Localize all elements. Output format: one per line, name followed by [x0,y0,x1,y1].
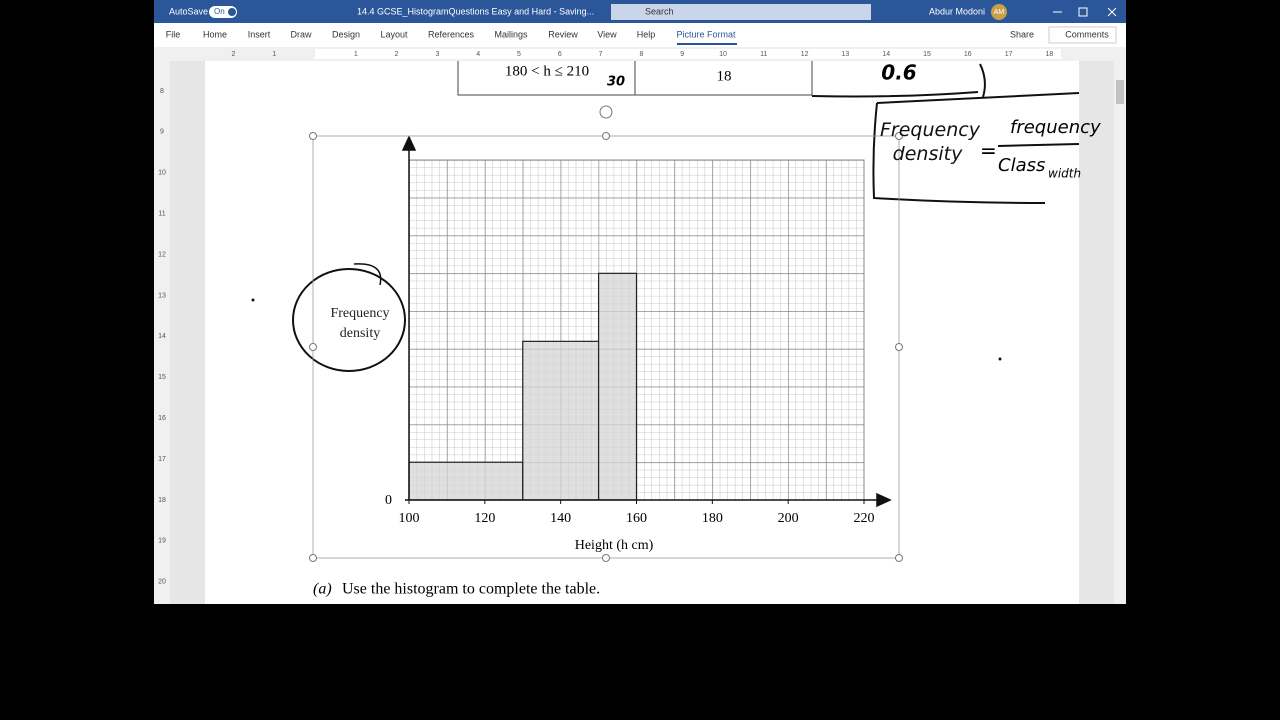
ink-strokes [811,63,986,98]
ruler-number: 18 [158,497,166,504]
ruler-number: 10 [719,51,727,58]
ribbon-tab[interactable]: Insert [248,29,271,39]
scroll-thumb[interactable] [1116,80,1124,104]
x-tick-label: 220 [854,511,875,526]
ruler-number: 16 [158,415,166,422]
ruler-number: 9 [680,51,684,58]
ruler-number: 16 [964,51,972,58]
ruler-number: 1 [354,51,358,58]
ruler-number: 15 [923,51,931,58]
selection-handles[interactable] [309,105,903,562]
ruler-number: 11 [760,51,767,58]
share[interactable]: Share [1010,29,1034,39]
comments-button[interactable] [1048,26,1117,44]
ribbon-tab[interactable]: Design [332,29,360,39]
ruler-number: 18 [1046,51,1054,58]
ruler-number: 9 [160,129,164,136]
ruler-number: 14 [882,51,890,58]
question-label: (a) [313,581,332,598]
ruler-number: 13 [158,292,166,299]
fraction-bar [997,143,1080,147]
x-tick-label: 100 [399,511,420,526]
ink-circle [292,268,406,372]
ruler-number: 17 [1005,51,1013,58]
search: Search [645,6,674,16]
ribbon-tab[interactable]: Picture Format [676,29,736,39]
scrollbar[interactable] [1114,61,1126,604]
ribbon-tab[interactable]: Draw [290,29,312,39]
ruler-number: 3 [435,51,439,58]
ruler-number: 20 [158,579,166,586]
ruler-number: 2 [231,51,235,58]
ink-stroke [353,263,382,286]
ruler-number: 5 [517,51,521,58]
question-text: Use the histogram to complete the table. [342,581,600,598]
formula-numerator: frequency [1010,117,1101,138]
ruler-number: 8 [639,51,643,58]
ruler-number: 12 [801,51,809,58]
initials: AM [994,9,1005,16]
ribbon-tab[interactable]: View [597,29,617,39]
ruler-number: 15 [158,374,166,381]
x-tick-label: 120 [474,511,495,526]
ruler-number: 7 [599,51,603,58]
toggle-knob [228,8,236,16]
ruler-number: 6 [558,51,562,58]
formula-equals: = [980,139,997,163]
table-border [457,61,813,96]
ink-box [872,92,1080,204]
ribbon-tab[interactable]: File [166,29,181,39]
x-axis-label: Height (h cm) [575,538,654,553]
formula-lhs: Frequency density [880,119,980,165]
ruler-number: 11 [158,211,165,218]
avatar[interactable] [991,4,1007,20]
table-frequency: 18 [717,68,732,84]
ribbon-tab[interactable]: Review [548,29,578,39]
user-name: Abdur Modoni [929,6,985,16]
ruler-number: 1 [272,51,276,58]
ruler-number: 4 [476,51,480,58]
ribbon-tab[interactable]: Layout [380,29,408,39]
x-tick-label: 180 [702,511,723,526]
ruler-number: 17 [158,456,166,463]
formula-denominator: Class [998,155,1045,176]
table-interval: 180 < h ≤ 210 [505,63,589,79]
autosave: AutoSave [169,6,208,16]
toggle-label: On [214,7,225,16]
axes [401,135,892,508]
histogram-bar [597,272,638,501]
y-tick-label: 0 [385,493,392,508]
comments[interactable]: Comments [1065,29,1109,39]
ruler-number: 13 [842,51,850,58]
ruler-number: 10 [158,170,166,177]
x-tick-label: 140 [550,511,571,526]
ruler-number: 2 [395,51,399,58]
window-controls[interactable] [1053,7,1117,17]
histogram-bar [408,461,524,501]
formula-denominator-sub: width [1048,167,1081,181]
ribbon-tab[interactable]: References [428,29,475,39]
ribbon-tab[interactable]: Home [203,29,227,39]
ruler-number: 8 [160,88,164,95]
ruler-white [315,49,1061,59]
handwritten-density: 0.6 [881,61,917,85]
ribbon-tab[interactable]: Mailings [494,29,528,39]
x-tick-label: 200 [778,511,799,526]
ruler-number: 19 [158,538,166,545]
ink-dot [251,298,255,302]
ink-dot [998,357,1002,361]
ruler-number: 14 [158,333,166,340]
ribbon [154,23,1126,47]
ribbon-tab[interactable]: Help [637,29,656,39]
histogram-bar [522,340,600,501]
search-box[interactable] [611,4,871,20]
y-axis-label: Frequency density [330,306,390,341]
filename: 14.4 GCSE_HistogramQuestions Easy and Ha… [357,6,594,16]
x-tick-label: 160 [626,511,647,526]
ruler-number: 12 [158,251,166,258]
handwritten-width: 30 [607,75,625,90]
vertical-ruler [154,61,170,604]
